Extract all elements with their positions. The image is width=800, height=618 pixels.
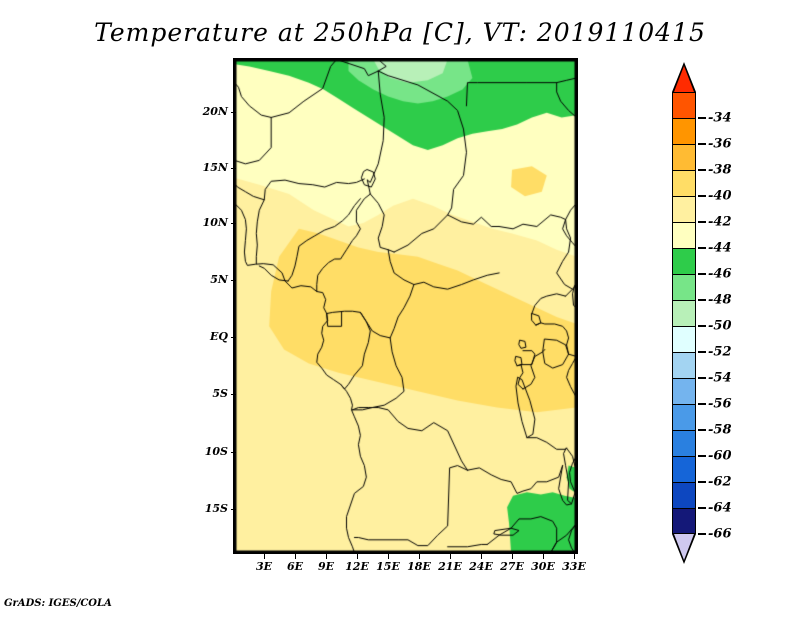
lon-tick-mark [543, 554, 544, 559]
lon-tick-label-3e: 3E [255, 560, 273, 573]
colorbar-band-neg66 [672, 508, 696, 534]
colorbar-band-neg42 [672, 196, 696, 222]
colorbar-band-neg60 [672, 430, 696, 456]
colorbar-band-neg46 [672, 248, 696, 274]
colorbar-band-neg36 [672, 118, 696, 144]
colorbar-label-neg50: -50 [708, 318, 732, 334]
lon-tick-mark [264, 554, 265, 559]
colorbar-tick-mark [698, 377, 706, 379]
colorbar-tick-mark [698, 247, 706, 249]
lat-tick-mark [231, 509, 236, 510]
lon-tick-mark [574, 554, 575, 559]
colorbar-tick-mark [698, 169, 706, 171]
lon-tick-label-12e: 12E [345, 560, 369, 573]
colorbar-band-neg34 [672, 92, 696, 118]
colorbar-label-neg56: -56 [708, 396, 732, 412]
colorbar-tick-mark [698, 507, 706, 509]
colorbar-tick-mark [698, 273, 706, 275]
lon-tick-mark [512, 554, 513, 559]
colorbar-band-neg44 [672, 222, 696, 248]
lat-tick-label-5n: 5N [210, 273, 228, 286]
lon-tick-label-15e: 15E [376, 560, 400, 573]
colorbar-label-neg52: -52 [708, 344, 732, 360]
colorbar-tick-mark [698, 117, 706, 119]
colorbar-tick-mark [698, 143, 706, 145]
map-panel[interactable] [233, 58, 578, 554]
lat-tick-mark [231, 168, 236, 169]
colorbar-band-neg52 [672, 326, 696, 352]
lon-tick-label-24e: 24E [469, 560, 493, 573]
colorbar-label-neg66: -66 [708, 526, 732, 542]
colorbar-label-neg36: -36 [708, 136, 732, 152]
page-title: Temperature at 250hPa [C], VT: 201911041… [94, 18, 706, 47]
lat-tick-label-15s: 15S [204, 502, 228, 515]
temperature-map-canvas [235, 60, 576, 552]
colorbar-tick-mark [698, 481, 706, 483]
lat-tick-label-15n: 15N [202, 161, 228, 174]
colorbar-label-neg46: -46 [708, 266, 732, 282]
colorbar-band-neg62 [672, 456, 696, 482]
lat-tick-label-5s: 5S [212, 387, 228, 400]
lon-tick-mark [326, 554, 327, 559]
lon-tick-label-6e: 6E [286, 560, 304, 573]
lon-tick-label-27e: 27E [500, 560, 524, 573]
colorbar-band-neg64 [672, 482, 696, 508]
colorbar-label-neg58: -58 [708, 422, 732, 438]
lat-tick-label-20n: 20N [202, 105, 228, 118]
colorbar-top-arrow-fill [674, 66, 694, 92]
colorbar-label-neg64: -64 [708, 500, 732, 516]
colorbar-tick-mark [698, 403, 706, 405]
lon-tick-label-9e: 9E [317, 560, 335, 573]
colorbar-band-neg56 [672, 378, 696, 404]
lon-tick-mark [295, 554, 296, 559]
colorbar-label-neg48: -48 [708, 292, 732, 308]
lon-tick-mark [481, 554, 482, 559]
colorbar[interactable]: -34 -36 -38 -40 -42 -44 -46 -48 -50 -52 -54 -56 -58 -… [672, 62, 732, 564]
colorbar-label-neg34: -34 [708, 110, 732, 126]
lat-tick-label-10s: 10S [204, 445, 228, 458]
footer-credit: GrADS: IGES/COLA [4, 598, 112, 609]
lat-tick-mark [231, 452, 236, 453]
lat-tick-mark [231, 223, 236, 224]
colorbar-tick-mark [698, 299, 706, 301]
colorbar-label-neg42: -42 [708, 214, 732, 230]
lat-tick-mark [231, 337, 236, 338]
colorbar-band-neg50 [672, 300, 696, 326]
colorbar-bottom-arrow-fill [674, 534, 694, 560]
colorbar-band-neg38 [672, 144, 696, 170]
colorbar-tick-mark [698, 351, 706, 353]
lat-tick-mark [231, 112, 236, 113]
lon-tick-label-18e: 18E [407, 560, 431, 573]
colorbar-band-neg40 [672, 170, 696, 196]
colorbar-band-neg48 [672, 274, 696, 300]
lon-tick-label-33e: 33E [562, 560, 586, 573]
lat-tick-label-eq: EQ [210, 330, 228, 343]
colorbar-band-stack [672, 92, 696, 534]
colorbar-label-neg60: -60 [708, 448, 732, 464]
colorbar-tick-mark [698, 533, 706, 535]
colorbar-band-neg54 [672, 352, 696, 378]
colorbar-tick-mark [698, 221, 706, 223]
colorbar-tick-mark [698, 195, 706, 197]
colorbar-label-neg54: -54 [708, 370, 732, 386]
lon-tick-mark [357, 554, 358, 559]
lon-tick-mark [388, 554, 389, 559]
lon-tick-label-21e: 21E [438, 560, 462, 573]
lat-tick-mark [231, 280, 236, 281]
colorbar-label-neg40: -40 [708, 188, 732, 204]
colorbar-label-neg44: -44 [708, 240, 732, 256]
lon-tick-mark [450, 554, 451, 559]
lat-tick-label-10n: 10N [202, 216, 228, 229]
colorbar-band-neg58 [672, 404, 696, 430]
colorbar-tick-mark [698, 455, 706, 457]
colorbar-tick-mark [698, 429, 706, 431]
colorbar-tick-mark [698, 325, 706, 327]
lon-tick-label-30e: 30E [531, 560, 555, 573]
colorbar-label-neg38: -38 [708, 162, 732, 178]
colorbar-label-neg62: -62 [708, 474, 732, 490]
lat-tick-mark [231, 394, 236, 395]
lon-tick-mark [419, 554, 420, 559]
